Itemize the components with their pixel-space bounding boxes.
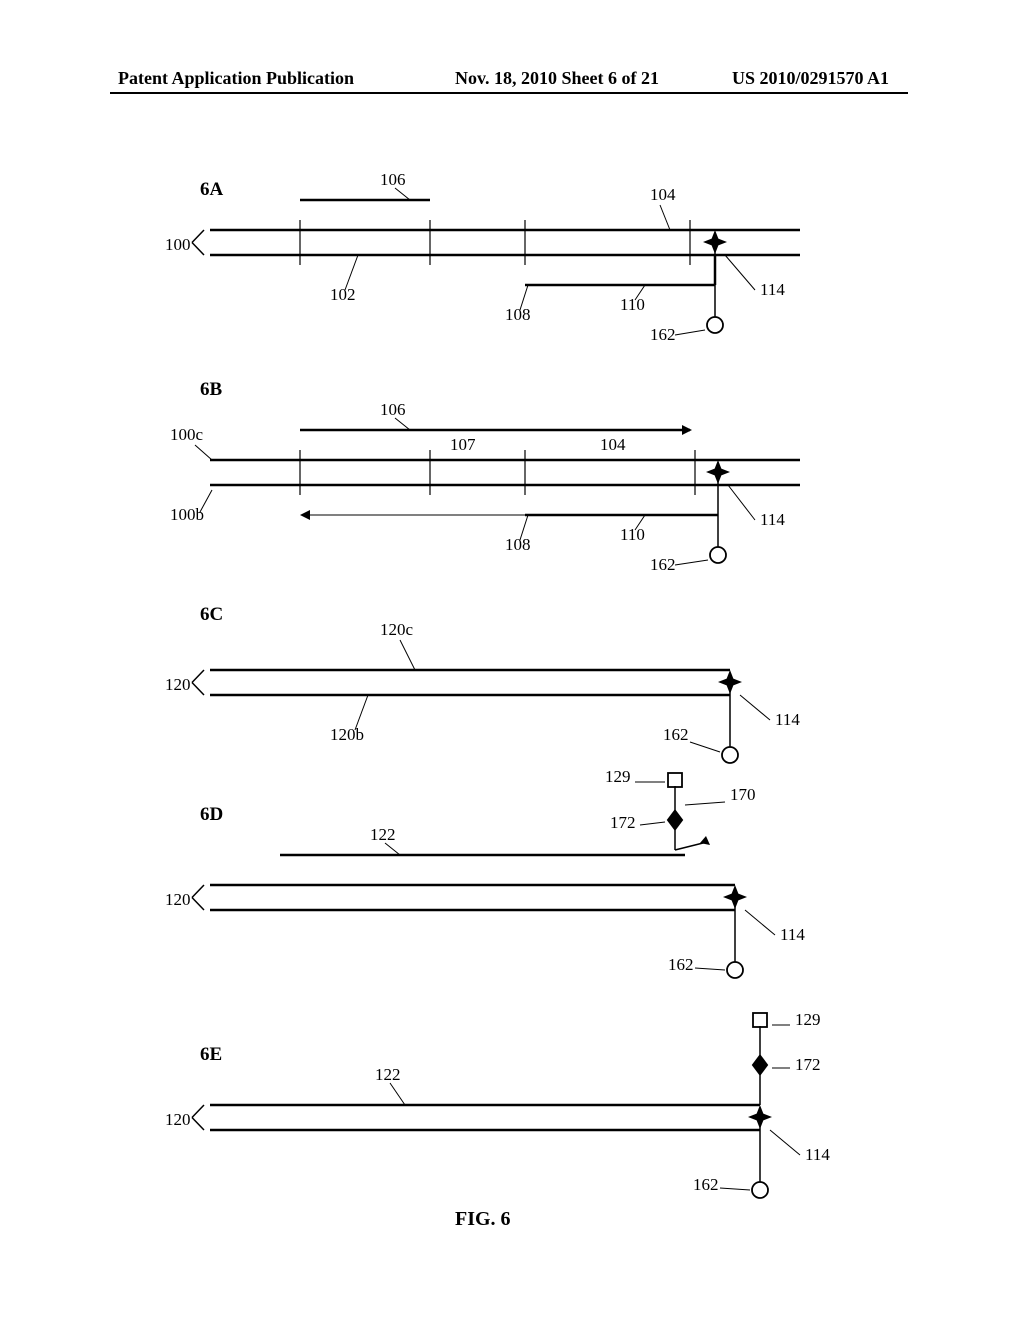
svg-text:102: 102 (330, 285, 356, 304)
svg-text:106: 106 (380, 400, 406, 419)
page: Patent Application Publication Nov. 18, … (0, 0, 1024, 1320)
header-right: US 2010/0291570 A1 (732, 68, 889, 89)
svg-text:120: 120 (165, 1110, 191, 1129)
svg-text:120c: 120c (380, 620, 414, 639)
svg-text:162: 162 (663, 725, 689, 744)
svg-text:162: 162 (693, 1175, 719, 1194)
svg-text:110: 110 (620, 525, 645, 544)
svg-text:100c: 100c (170, 425, 204, 444)
figure: 6A 100 106 104 102 108 110 114 162 6B 100c 100b 106 1… (120, 150, 920, 1250)
header-rule (110, 92, 908, 94)
svg-text:6E: 6E (200, 1044, 222, 1065)
svg-text:104: 104 (650, 185, 676, 204)
svg-text:162: 162 (650, 555, 676, 574)
svg-text:114: 114 (780, 925, 805, 944)
svg-text:129: 129 (605, 767, 631, 786)
svg-text:120: 120 (165, 890, 191, 909)
svg-text:172: 172 (610, 813, 636, 832)
svg-text:122: 122 (370, 825, 396, 844)
svg-text:100: 100 (165, 235, 191, 254)
svg-text:162: 162 (668, 955, 694, 974)
svg-text:108: 108 (505, 535, 531, 554)
svg-text:110: 110 (620, 295, 645, 314)
svg-text:104: 104 (600, 435, 626, 454)
svg-text:122: 122 (375, 1065, 401, 1084)
svg-text:108: 108 (505, 305, 531, 324)
svg-text:129: 129 (795, 1010, 821, 1029)
svg-text:100b: 100b (170, 505, 204, 524)
svg-text:6A: 6A (200, 179, 224, 200)
svg-text:114: 114 (805, 1145, 830, 1164)
svg-text:120: 120 (165, 675, 191, 694)
header-left: Patent Application Publication (118, 68, 354, 89)
svg-text:6D: 6D (200, 804, 223, 825)
svg-text:107: 107 (450, 435, 476, 454)
svg-text:162: 162 (650, 325, 676, 344)
svg-text:172: 172 (795, 1055, 821, 1074)
svg-text:6C: 6C (200, 604, 223, 625)
svg-text:170: 170 (730, 785, 756, 804)
svg-text:6B: 6B (200, 379, 223, 400)
svg-text:114: 114 (760, 280, 785, 299)
header-center: Nov. 18, 2010 Sheet 6 of 21 (455, 68, 659, 89)
svg-text:114: 114 (760, 510, 785, 529)
svg-text:106: 106 (380, 170, 406, 189)
svg-text:120b: 120b (330, 725, 364, 744)
svg-text:FIG. 6: FIG. 6 (455, 1208, 511, 1230)
svg-text:114: 114 (775, 710, 800, 729)
